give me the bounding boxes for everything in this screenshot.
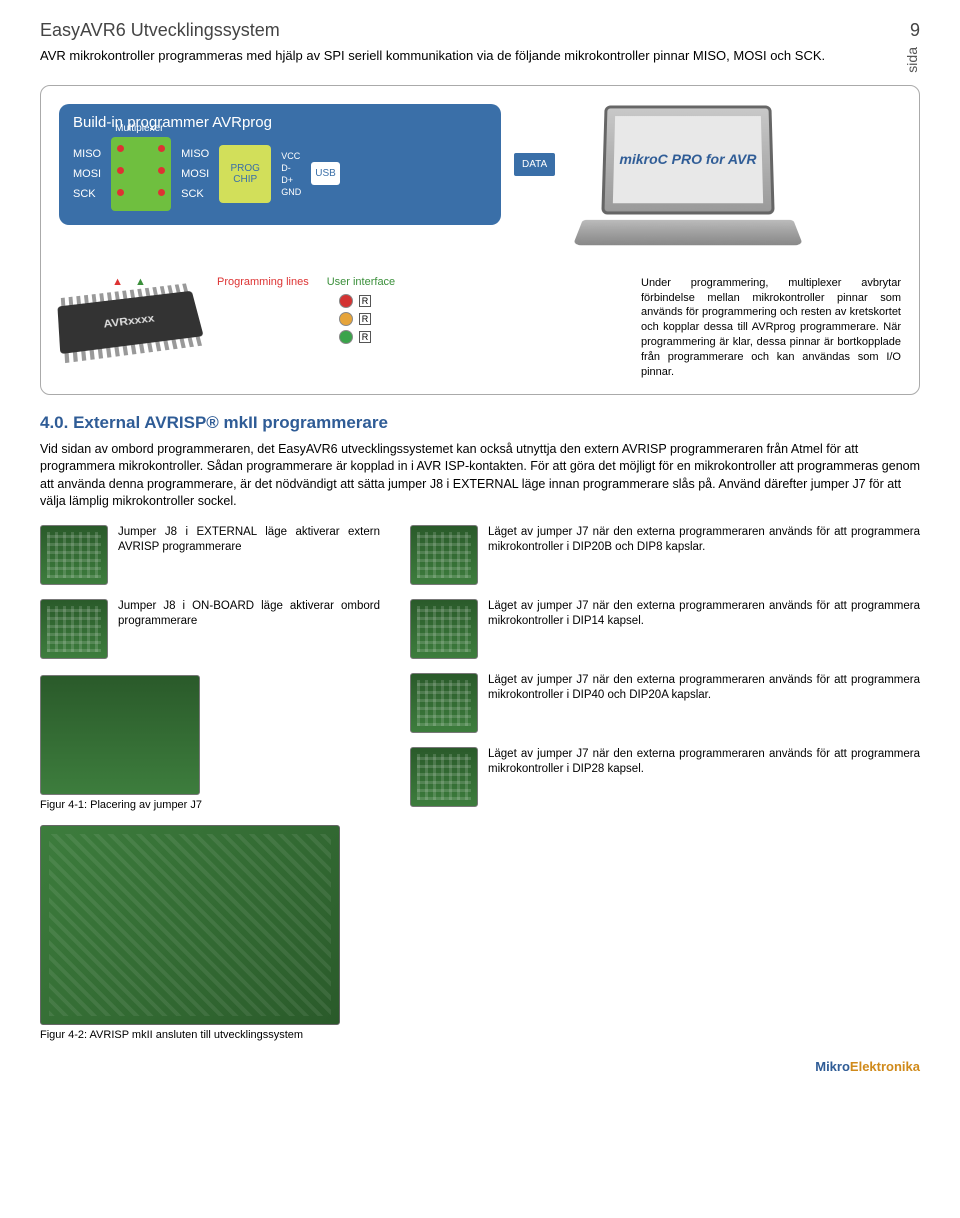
jumper-thumbnail xyxy=(410,747,478,807)
figure-caption: Figur 4-2: AVRISP mkII ansluten till utv… xyxy=(40,1029,340,1041)
prog-chip-block: PROG CHIP xyxy=(219,145,271,203)
mcu-chip-icon: AVRxxxx xyxy=(57,290,203,353)
legend-programming-lines: Programming lines xyxy=(217,276,309,288)
led-icon xyxy=(339,294,353,308)
section-title: 4.0. External AVRISP® mkII programmerare xyxy=(40,413,920,433)
pin-label: MOSI xyxy=(181,168,209,180)
pin-label: MISO xyxy=(181,148,209,160)
mcu-chip-label: AVRxxxx xyxy=(57,290,203,353)
diagram-panel: Build-in programmer AVRprog MISO MOSI SC… xyxy=(40,85,920,395)
jumper-description: Läget av jumper J7 när den externa progr… xyxy=(488,599,920,630)
avrprog-box: Build-in programmer AVRprog MISO MOSI SC… xyxy=(59,104,501,225)
data-box: DATA xyxy=(513,152,556,177)
multiplexer-explanation: Under programmering, multiplexer avbryta… xyxy=(641,276,901,380)
jumper-description: Läget av jumper J7 när den externa progr… xyxy=(488,747,920,778)
led-icon xyxy=(339,312,353,326)
jumper-description: Läget av jumper J7 när den externa progr… xyxy=(488,525,920,556)
jumper-row: Läget av jumper J7 när den externa progr… xyxy=(410,599,920,659)
board-image xyxy=(40,825,340,1025)
legend-user-interface: User interface xyxy=(327,276,395,288)
brand-part1: Mikro xyxy=(815,1059,850,1074)
resistor-label: R xyxy=(359,295,372,307)
prog-chip-line: PROG xyxy=(231,163,260,174)
figure-caption: Figur 4-1: Placering av jumper J7 xyxy=(40,799,380,811)
pins-mid: MISO MOSI SCK xyxy=(181,148,209,200)
jumper-thumbnail xyxy=(410,599,478,659)
jumper-row: Läget av jumper J7 när den externa progr… xyxy=(410,673,920,733)
jumper-thumbnail xyxy=(40,599,108,659)
pin-label: MOSI xyxy=(73,168,101,180)
jumper-row: Läget av jumper J7 när den externa progr… xyxy=(410,747,920,807)
arrow-up-icon: ▲ xyxy=(112,276,123,288)
pin-label: D- xyxy=(281,163,301,173)
pin-label: GND xyxy=(281,187,301,197)
side-label: sida xyxy=(904,47,920,73)
usb-box: USB xyxy=(311,162,340,185)
pin-label: SCK xyxy=(181,188,209,200)
jumper-description: Jumper J8 i EXTERNAL läge aktiverar exte… xyxy=(118,525,380,556)
multiplexer-block: Multiplexer xyxy=(111,137,171,211)
jumper-description: Läget av jumper J7 när den externa progr… xyxy=(488,673,920,704)
brand-part2: Elektronika xyxy=(850,1059,920,1074)
section-paragraph: Vid sidan av ombord programmeraren, det … xyxy=(40,441,920,511)
board-thumbnail xyxy=(40,675,200,795)
jumper-row: Läget av jumper J7 när den externa progr… xyxy=(410,525,920,585)
pin-label: SCK xyxy=(73,188,101,200)
jumper-row: Jumper J8 i EXTERNAL läge aktiverar exte… xyxy=(40,525,380,585)
pin-label: D+ xyxy=(281,175,301,185)
usb-pins: VCC D- D+ GND xyxy=(281,151,301,197)
footer-brand: MikroElektronika xyxy=(40,1059,920,1074)
doc-title: EasyAVR6 Utvecklingssystem xyxy=(40,20,280,41)
arrow-up-icon: ▲ xyxy=(135,276,146,288)
multiplexer-label: Multiplexer xyxy=(115,123,163,134)
jumper-thumbnail xyxy=(410,525,478,585)
jumper-thumbnail xyxy=(40,525,108,585)
jumper-row: Jumper J8 i ON-BOARD läge aktiverar ombo… xyxy=(40,599,380,659)
leds-group: R R R xyxy=(339,294,395,344)
pin-label: VCC xyxy=(281,151,301,161)
prog-chip-line: CHIP xyxy=(233,174,257,185)
page-number: 9 xyxy=(910,20,920,41)
led-icon xyxy=(339,330,353,344)
pins-left: MISO MOSI SCK xyxy=(73,148,101,200)
laptop-screen-text: mikroC PRO for AVR xyxy=(613,116,763,203)
jumper-description: Jumper J8 i ON-BOARD läge aktiverar ombo… xyxy=(118,599,380,630)
resistor-label: R xyxy=(359,313,372,325)
jumper-thumbnail xyxy=(410,673,478,733)
intro-paragraph: AVR mikrokontroller programmeras med hjä… xyxy=(40,47,896,65)
resistor-label: R xyxy=(359,331,372,343)
pin-label: MISO xyxy=(73,148,101,160)
laptop-icon: mikroC PRO for AVR xyxy=(568,104,808,254)
